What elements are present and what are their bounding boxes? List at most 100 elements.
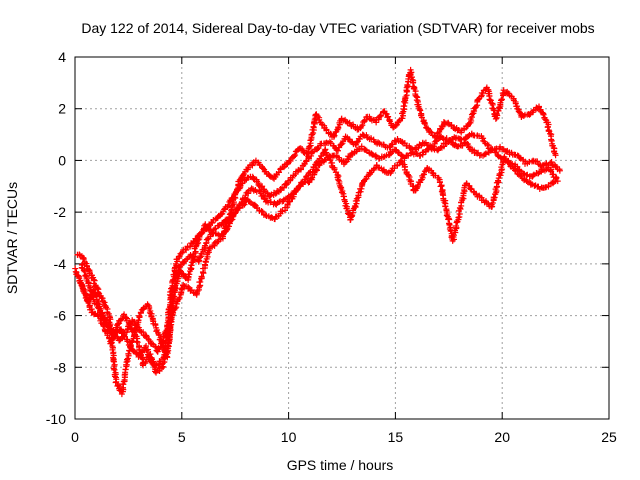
y-tick-label: -6 xyxy=(54,308,67,324)
data-point xyxy=(111,373,118,380)
data-point xyxy=(422,121,429,128)
data-point xyxy=(335,147,342,154)
data-point xyxy=(292,152,299,159)
data-point xyxy=(552,152,559,159)
data-point xyxy=(89,293,96,300)
x-tick-label: 5 xyxy=(178,429,186,445)
data-point xyxy=(120,333,127,340)
data-point xyxy=(496,104,503,111)
y-tick-label: -8 xyxy=(54,359,67,375)
data-point xyxy=(452,223,459,230)
x-axis-label: GPS time / hours xyxy=(287,457,394,473)
data-point xyxy=(134,339,141,346)
data-point xyxy=(552,178,559,185)
plot-frame xyxy=(74,56,610,420)
data-point xyxy=(321,157,328,164)
data-point xyxy=(456,211,463,218)
data-point xyxy=(467,185,474,192)
data-point xyxy=(121,329,128,336)
data-point xyxy=(232,210,239,217)
data-point xyxy=(511,167,518,174)
data-point xyxy=(198,273,205,280)
data-point xyxy=(80,256,87,263)
x-tick-label: 10 xyxy=(281,429,297,445)
series-track-c xyxy=(74,66,559,398)
data-point xyxy=(122,314,129,321)
data-point xyxy=(113,378,120,385)
data-point xyxy=(428,129,435,136)
data-point xyxy=(267,192,274,199)
data-point xyxy=(540,111,547,118)
data-point xyxy=(79,283,86,290)
data-point xyxy=(209,219,216,226)
data-point xyxy=(433,134,440,141)
data-point xyxy=(493,149,500,156)
data-point xyxy=(504,159,511,166)
data-point xyxy=(530,172,537,179)
data-point xyxy=(362,146,369,153)
data-point xyxy=(219,210,226,217)
data-point xyxy=(280,184,287,191)
data-point xyxy=(335,177,342,184)
data-point xyxy=(83,262,90,269)
data-point xyxy=(211,239,218,246)
data-point xyxy=(176,267,183,274)
series-track-d xyxy=(78,146,559,355)
data-point xyxy=(498,96,505,103)
y-tick-label: 2 xyxy=(58,101,66,117)
data-point xyxy=(523,178,530,185)
y-tick-label: -10 xyxy=(46,411,66,427)
data-point xyxy=(327,156,334,163)
data-point xyxy=(125,351,132,358)
data-points xyxy=(72,66,563,398)
data-point xyxy=(152,322,159,329)
data-point xyxy=(137,328,144,335)
data-point xyxy=(516,154,523,161)
data-point xyxy=(187,287,194,294)
data-point xyxy=(386,151,393,158)
data-point xyxy=(152,343,159,350)
data-point xyxy=(197,278,204,285)
data-point xyxy=(548,158,555,165)
data-point xyxy=(99,314,106,321)
data-point xyxy=(405,172,412,179)
data-point xyxy=(479,90,486,97)
data-point xyxy=(536,103,543,110)
data-point xyxy=(160,359,167,366)
data-point xyxy=(520,113,527,119)
data-point xyxy=(287,158,294,165)
data-point xyxy=(338,189,345,196)
data-point xyxy=(121,311,128,318)
data-point xyxy=(258,208,265,215)
data-point xyxy=(199,229,206,236)
data-point xyxy=(306,143,313,150)
data-point xyxy=(362,176,369,183)
data-point xyxy=(194,240,201,247)
data-point xyxy=(241,201,248,208)
data-point xyxy=(81,268,88,275)
data-point xyxy=(196,257,203,264)
data-point xyxy=(187,264,194,271)
data-point xyxy=(259,165,266,172)
data-point xyxy=(338,141,345,148)
data-point xyxy=(250,176,257,183)
data-point xyxy=(494,111,501,118)
data-point xyxy=(251,201,258,208)
data-point xyxy=(220,231,227,238)
data-point xyxy=(180,281,187,288)
data-point xyxy=(392,122,399,129)
data-point xyxy=(291,153,298,160)
data-point xyxy=(331,132,338,139)
data-point xyxy=(333,169,340,176)
data-point xyxy=(448,121,455,128)
data-point xyxy=(307,175,314,182)
data-point xyxy=(150,361,157,368)
data-point xyxy=(123,356,130,363)
data-point xyxy=(124,326,131,333)
data-point xyxy=(413,150,420,157)
data-point xyxy=(108,339,115,346)
data-point xyxy=(421,120,428,127)
data-point xyxy=(307,137,314,144)
data-point xyxy=(296,183,303,190)
